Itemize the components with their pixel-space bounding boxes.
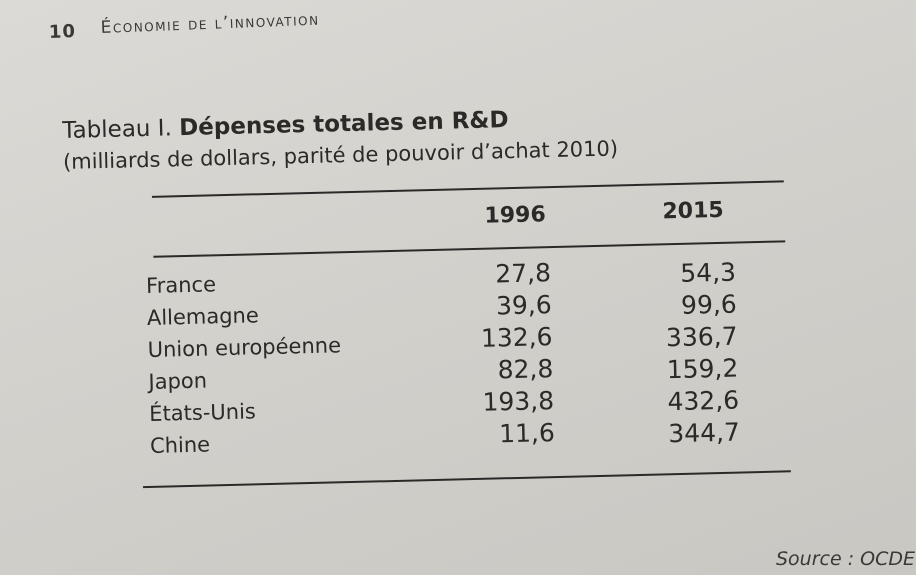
cell-france-2015: 54,3 [679, 257, 737, 288]
row-label-etats-unis: États-Unis [148, 399, 257, 426]
table-heading: Dépenses totales en R&D [178, 107, 509, 142]
column-1996-values: 27,8 39,6 132,6 82,8 193,8 11,6 [446, 258, 556, 448]
cell-allemagne-1996: 39,6 [495, 290, 553, 321]
table-top-rule [151, 180, 784, 198]
row-label-chine: Chine [149, 432, 211, 458]
page-header: 10 Économie de l’innovation [48, 0, 469, 46]
column-header-1996: 1996 [484, 202, 547, 229]
cell-chine-1996: 11,6 [498, 418, 556, 449]
cell-etats-unis-2015: 432,6 [667, 385, 740, 417]
table-subtitle: (milliards de dollars, parité de pouvoir… [62, 136, 619, 174]
column-header-2015: 2015 [662, 197, 724, 225]
table-title: Tableau I. Dépenses totales en R&D [62, 107, 509, 144]
row-label-allemagne: Allemagne [146, 303, 260, 330]
table-number: Tableau I. [62, 115, 173, 144]
column-2015-values: 54,3 99,6 336,7 159,2 432,6 344,7 [626, 258, 741, 449]
source-note: Source : OCDE. [776, 548, 916, 570]
table-bottom-rule [143, 470, 791, 489]
cell-union-europeenne-2015: 336,7 [665, 321, 738, 353]
table-header-rule [153, 240, 786, 258]
row-label-union-europeenne: Union européenne [147, 333, 342, 362]
rd-table-block: Tableau I. Dépenses totales en R&D (mill… [62, 100, 802, 538]
running-head: Économie de l’innovation [100, 9, 320, 38]
cell-etats-unis-1996: 193,8 [482, 386, 555, 417]
row-labels: France Allemagne Union européenne Japon … [146, 259, 746, 458]
cell-union-europeenne-1996: 132,6 [480, 322, 553, 353]
row-label-japon: Japon [148, 368, 208, 394]
cell-chine-2015: 344,7 [667, 417, 741, 449]
cell-japon-2015: 159,2 [666, 353, 739, 385]
cell-france-1996: 27,8 [494, 258, 552, 289]
cell-japon-1996: 82,8 [497, 354, 554, 385]
page-number: 10 [48, 20, 77, 43]
cell-allemagne-2015: 99,6 [680, 289, 738, 320]
row-label-france: France [145, 272, 217, 298]
